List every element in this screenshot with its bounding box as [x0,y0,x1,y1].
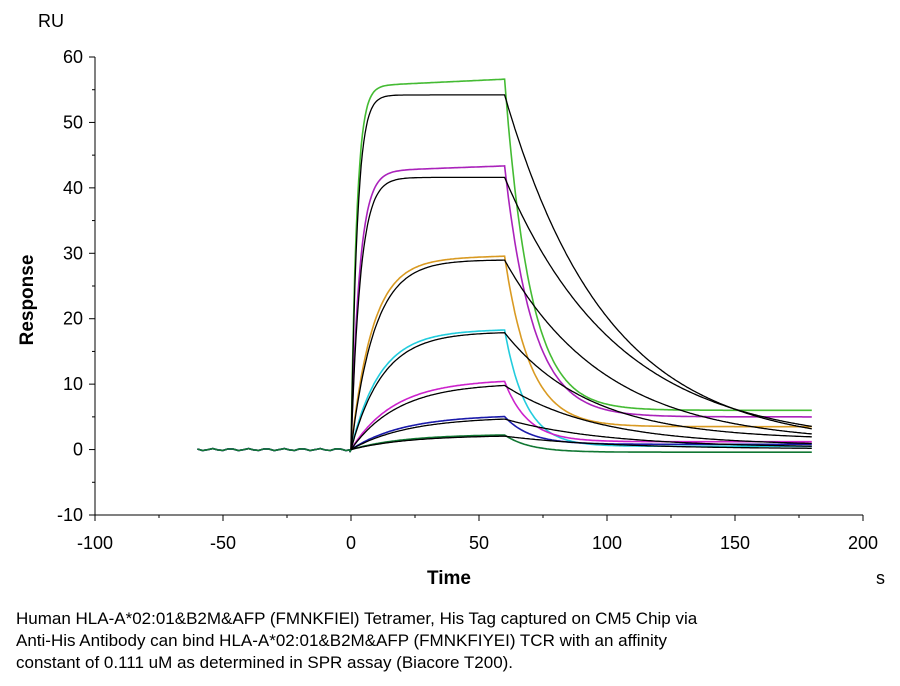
measured-curve-1 [197,78,812,453]
fit-curve-2 [350,176,812,450]
fit-curve-7 [350,435,812,451]
x-tick-label: 50 [469,533,489,553]
measured-curve-7 [197,434,812,453]
caption-line-1: Human HLA-A*02:01&B2M&AFP (FMNKFIEl) Tet… [16,609,698,628]
caption-line-2: Anti-His Antibody can bind HLA-A*02:01&B… [16,631,667,650]
y-tick-label: 40 [63,178,83,198]
measured-curve-4 [197,329,812,453]
x-axis-title: Time [427,568,471,589]
x-tick-label: 100 [592,533,622,553]
caption-line-3: constant of 0.111 uM as determined in SP… [16,653,514,672]
x-tick-label: 200 [848,533,878,553]
y-tick-label: -10 [57,505,83,525]
fit-curve-6 [350,418,812,451]
x-tick-label: 150 [720,533,750,553]
fit-curve-5 [350,384,812,450]
fit-curve-3 [350,259,812,450]
fit-curve-4 [350,332,812,450]
y-tick-label: 50 [63,112,83,132]
y-unit-label: RU [38,11,64,31]
y-tick-label: 0 [73,440,83,460]
figure-caption: Human HLA-A*02:01&B2M&AFP (FMNKFIEl) Tet… [16,608,886,674]
y-axis-title: Response [17,255,38,346]
x-tick-label: 0 [346,533,356,553]
measured-curve-2 [197,165,812,453]
measured-curve-3 [197,255,812,453]
y-tick-label: 30 [63,243,83,263]
x-unit-label: s [876,568,885,588]
y-tick-label: 60 [63,47,83,67]
x-tick-label: -50 [210,533,236,553]
y-tick-label: 20 [63,309,83,329]
measured-curve-5 [197,380,812,453]
spr-sensorgram-chart: RU s Response Time -100102030405060-100-… [17,11,885,589]
y-tick-label: 10 [63,374,83,394]
x-tick-label: -100 [77,533,113,553]
curves-group [197,78,812,453]
